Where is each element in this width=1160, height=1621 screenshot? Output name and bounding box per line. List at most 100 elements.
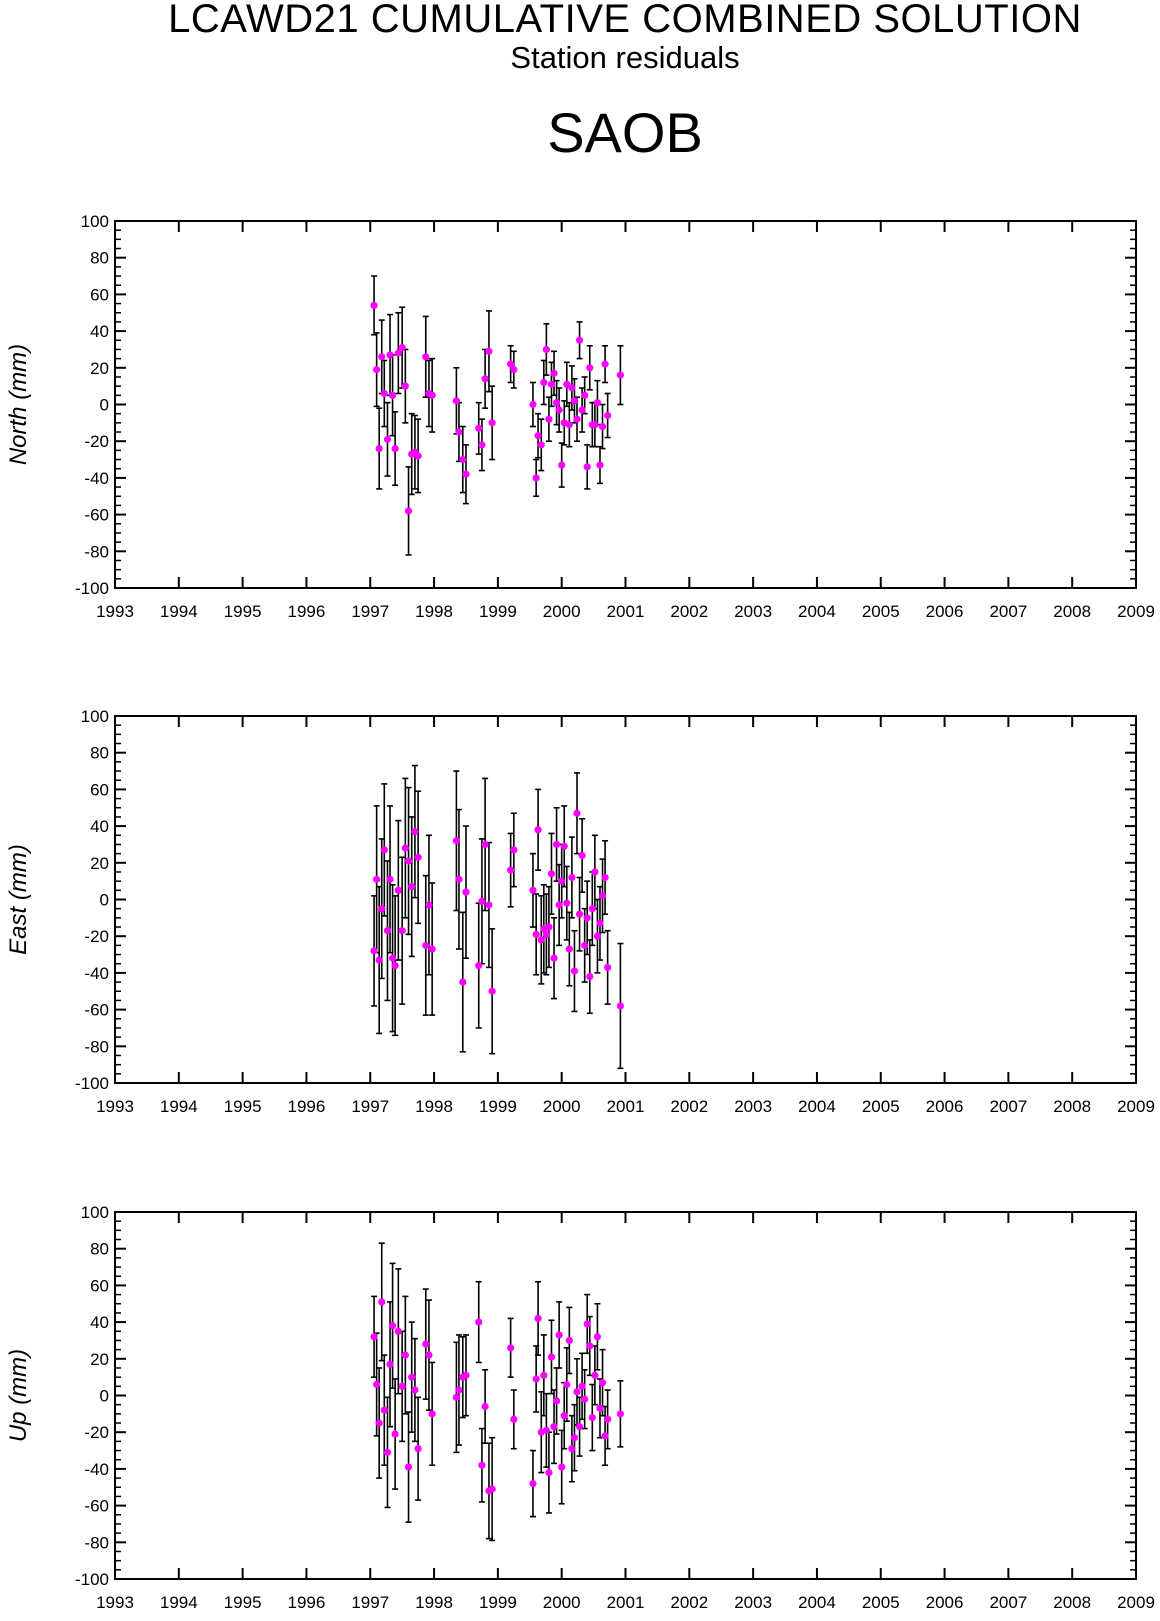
data-point — [601, 360, 609, 368]
x-tick-label: 2000 — [543, 602, 581, 621]
data-point — [598, 1379, 607, 1387]
x-tick-label: 1999 — [479, 602, 517, 621]
x-tick-label: 1993 — [96, 602, 134, 621]
data-point — [386, 351, 394, 359]
data-point — [398, 927, 406, 935]
data-point — [394, 1327, 402, 1335]
y-tick-label: 0 — [100, 891, 109, 910]
data-point — [462, 888, 470, 896]
data-point — [425, 1351, 433, 1359]
x-tick-label: 2001 — [607, 1097, 645, 1116]
data-point — [598, 892, 607, 900]
data-point — [414, 1445, 422, 1453]
data-point — [485, 347, 493, 355]
data-point — [575, 1423, 584, 1431]
y-tick-label: -80 — [84, 1037, 109, 1056]
data-point — [545, 415, 553, 423]
x-tick-label: 2004 — [798, 602, 836, 621]
x-tick-label: 2006 — [926, 1593, 964, 1612]
x-tick-label: 1996 — [288, 602, 326, 621]
y-tick-label: 40 — [90, 817, 109, 836]
data-point — [459, 455, 467, 464]
data-point — [398, 1382, 406, 1390]
y-tick-label: 60 — [90, 1276, 109, 1295]
data-point — [591, 421, 599, 429]
x-tick-label: 1998 — [415, 1097, 453, 1116]
data-point — [596, 919, 604, 927]
data-point — [547, 380, 556, 388]
x-tick-label: 1998 — [415, 602, 453, 621]
x-tick-label: 2007 — [989, 1097, 1027, 1116]
panel-0: 1993 1994 1995 1996 1997 1998 1999 2000 2001 2002… — [5, 212, 1155, 621]
data-point — [565, 945, 573, 953]
x-tick-label: 2008 — [1053, 1593, 1091, 1612]
data-point — [411, 828, 419, 836]
data-point — [537, 936, 545, 944]
data-point — [555, 901, 563, 909]
data-point — [545, 1468, 553, 1477]
data-point — [547, 870, 556, 878]
data-point — [532, 930, 540, 938]
data-point — [375, 956, 383, 964]
data-point — [452, 1393, 460, 1401]
data-point — [568, 873, 576, 882]
data-point — [414, 853, 422, 861]
data-point — [540, 378, 548, 387]
y-axis-label: North (mm) — [5, 344, 32, 465]
data-point — [573, 809, 581, 817]
x-tick-label: 2000 — [543, 1097, 581, 1116]
data-point — [581, 1395, 589, 1403]
data-point — [386, 875, 394, 883]
data-point — [529, 886, 537, 894]
data-point — [573, 1388, 581, 1396]
data-point — [583, 463, 591, 471]
data-point — [428, 945, 436, 953]
data-point — [563, 380, 571, 388]
chart-subtitle: Station residuals — [510, 40, 740, 75]
plot-frame — [114, 715, 1137, 1084]
data-point — [404, 857, 413, 865]
data-point — [388, 954, 397, 962]
data-point — [398, 344, 406, 352]
data-point — [560, 842, 568, 850]
data-point — [575, 336, 584, 344]
y-tick-label: 20 — [90, 854, 109, 873]
x-tick-label: 2006 — [926, 602, 964, 621]
x-tick-label: 2009 — [1117, 1593, 1155, 1612]
data-point — [481, 840, 489, 849]
x-tick-label: 2000 — [543, 1593, 581, 1612]
data-point — [575, 910, 584, 918]
data-point — [455, 1386, 463, 1394]
data-point — [558, 877, 566, 885]
y-tick-label: -80 — [84, 542, 109, 561]
x-tick-label: 1993 — [96, 1097, 134, 1116]
data-point — [388, 391, 397, 399]
data-point — [578, 406, 586, 414]
data-point — [388, 1322, 397, 1330]
data-point — [529, 400, 537, 409]
data-point — [583, 914, 591, 922]
data-point — [475, 961, 483, 970]
data-point — [586, 972, 594, 981]
data-point — [568, 384, 576, 392]
data-point — [555, 1331, 563, 1339]
data-point — [555, 406, 563, 414]
data-point — [604, 963, 612, 971]
y-tick-label: 40 — [90, 322, 109, 341]
data-point — [591, 868, 599, 876]
y-axis-label: East (mm) — [5, 844, 32, 955]
data-point — [383, 927, 392, 935]
data-point — [578, 1382, 586, 1390]
data-point — [488, 419, 496, 427]
data-point — [570, 397, 579, 405]
y-tick-label: -40 — [84, 469, 109, 488]
y-tick-label: 80 — [90, 1240, 109, 1259]
data-point — [558, 1463, 566, 1471]
data-point — [593, 932, 602, 940]
data-point — [408, 1373, 416, 1381]
data-point — [616, 371, 624, 379]
x-tick-label: 1995 — [224, 1593, 262, 1612]
data-point — [581, 941, 589, 949]
y-tick-label: -100 — [75, 1570, 109, 1589]
data-point — [578, 851, 586, 860]
